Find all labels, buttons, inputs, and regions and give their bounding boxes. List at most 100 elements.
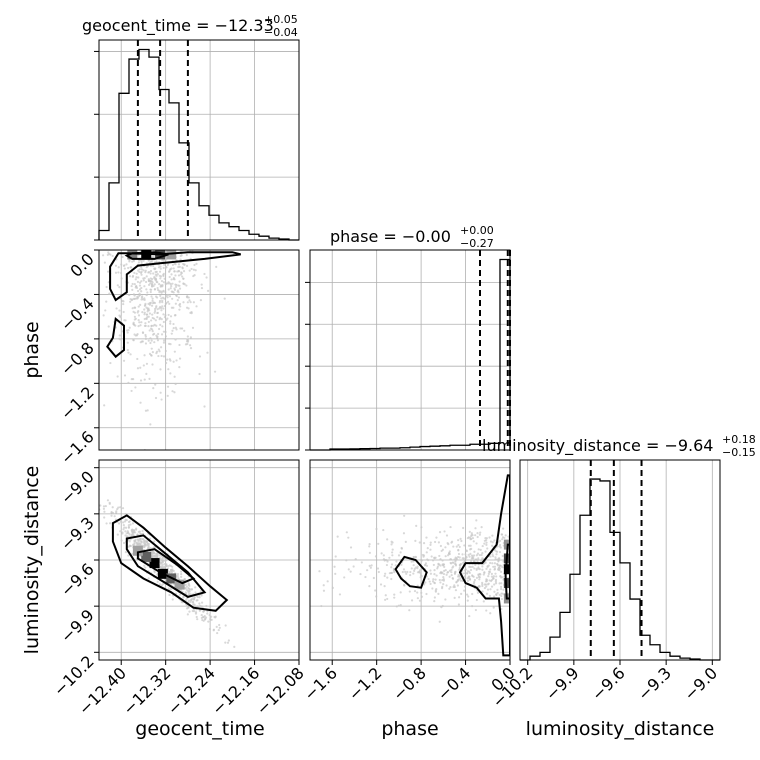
scatter-point xyxy=(164,559,167,563)
scatter-point xyxy=(474,534,477,537)
scatter-point xyxy=(150,295,153,298)
scatter-point xyxy=(485,541,488,544)
scatter-point xyxy=(484,550,487,553)
scatter-point xyxy=(164,335,168,338)
scatter-point xyxy=(140,266,143,269)
scatter-point xyxy=(404,540,407,543)
scatter-point xyxy=(494,580,497,583)
scatter-point xyxy=(496,588,499,591)
scatter-point xyxy=(153,275,156,279)
scatter-point xyxy=(486,547,489,550)
scatter-point xyxy=(144,322,147,325)
scatter-point xyxy=(397,554,401,557)
scatter-point xyxy=(331,586,334,590)
scatter-point xyxy=(133,271,136,274)
scatter-point xyxy=(472,540,475,543)
panel-luminosity_distance_vs_phase-frame xyxy=(309,459,511,661)
scatter-point xyxy=(139,401,142,404)
scatter-point xyxy=(461,557,464,560)
scatter-point xyxy=(424,562,428,565)
scatter-point xyxy=(368,551,371,554)
scatter-point xyxy=(199,590,202,593)
scatter-point xyxy=(154,270,157,274)
scatter-point xyxy=(181,267,184,270)
scatter-point xyxy=(502,588,505,591)
scatter-point xyxy=(150,288,153,291)
scatter-point xyxy=(169,268,172,271)
scatter-point xyxy=(463,569,466,572)
scatter-point xyxy=(391,554,394,557)
scatter-point xyxy=(123,267,126,270)
scatter-point xyxy=(473,578,476,582)
scatter-point xyxy=(212,629,215,632)
ytick-label-luminosity_distance-0: −9.0 xyxy=(57,467,98,508)
scatter-point xyxy=(210,618,213,621)
scatter-point xyxy=(159,368,162,371)
scatter-point xyxy=(173,278,176,281)
scatter-point xyxy=(170,568,173,571)
scatter-point xyxy=(177,576,180,579)
scatter-point xyxy=(137,310,140,313)
scatter-point xyxy=(187,599,190,602)
scatter-point xyxy=(158,350,161,353)
scatter-point xyxy=(463,585,467,588)
scatter-point xyxy=(494,582,498,585)
scatter-point xyxy=(455,545,458,548)
scatter-point xyxy=(194,611,198,614)
scatter-point xyxy=(143,308,146,311)
scatter-point xyxy=(120,277,123,280)
scatter-point xyxy=(446,571,449,574)
scatter-point xyxy=(126,341,129,344)
scatter-point xyxy=(477,573,480,576)
xtick-label-phase-0: −1.6 xyxy=(300,663,341,704)
scatter-point xyxy=(132,339,135,342)
scatter-point xyxy=(399,551,402,554)
scatter-point xyxy=(442,576,445,579)
scatter-point xyxy=(159,285,162,288)
scatter-point xyxy=(208,627,212,631)
scatter-point xyxy=(154,396,158,400)
scatter-point xyxy=(163,562,167,566)
scatter-point xyxy=(370,564,373,567)
scatter-point xyxy=(158,299,162,303)
scatter-point xyxy=(163,567,166,570)
scatter-point xyxy=(390,566,393,569)
scatter-point xyxy=(196,605,199,608)
scatter-point xyxy=(215,265,218,268)
title-luminosity-distance-median: −9.64 xyxy=(664,436,713,455)
scatter-point xyxy=(124,512,127,516)
scatter-point xyxy=(493,567,497,570)
scatter-point xyxy=(156,336,159,339)
title-phase: phase = −0.00 xyxy=(330,227,451,246)
scatter-point xyxy=(188,344,192,347)
scatter-point xyxy=(181,275,184,278)
scatter-point xyxy=(493,583,496,586)
scatter-point xyxy=(153,341,156,344)
scatter-point xyxy=(168,593,171,597)
scatter-point xyxy=(475,598,478,602)
scatter-point xyxy=(476,591,479,594)
scatter-point xyxy=(159,267,162,270)
scatter-point xyxy=(145,266,148,269)
scatter-point xyxy=(176,270,179,273)
scatter-point xyxy=(186,342,189,346)
contour-phase_vs_geocent_time-outer-1 xyxy=(106,317,125,359)
scatter-point xyxy=(409,574,412,577)
scatter-point xyxy=(459,537,462,540)
scatter-point xyxy=(434,589,437,592)
scatter-point xyxy=(478,576,481,579)
scatter-point xyxy=(143,564,146,567)
panel-phase_vs_geocent_time-frame xyxy=(98,249,300,451)
scatter-point xyxy=(150,319,153,322)
scatter-point xyxy=(413,589,417,593)
contour-luminosity_distance_vs_geocent_time-outer-0 xyxy=(111,514,229,612)
scatter-point xyxy=(129,544,132,548)
scatter-point xyxy=(150,354,153,357)
scatter-point xyxy=(149,272,152,275)
scatter-point xyxy=(151,297,154,300)
scatter-point xyxy=(452,585,455,589)
scatter-point xyxy=(497,566,500,570)
scatter-point xyxy=(468,571,471,575)
scatter-point xyxy=(476,559,479,563)
scatter-point xyxy=(420,591,423,595)
